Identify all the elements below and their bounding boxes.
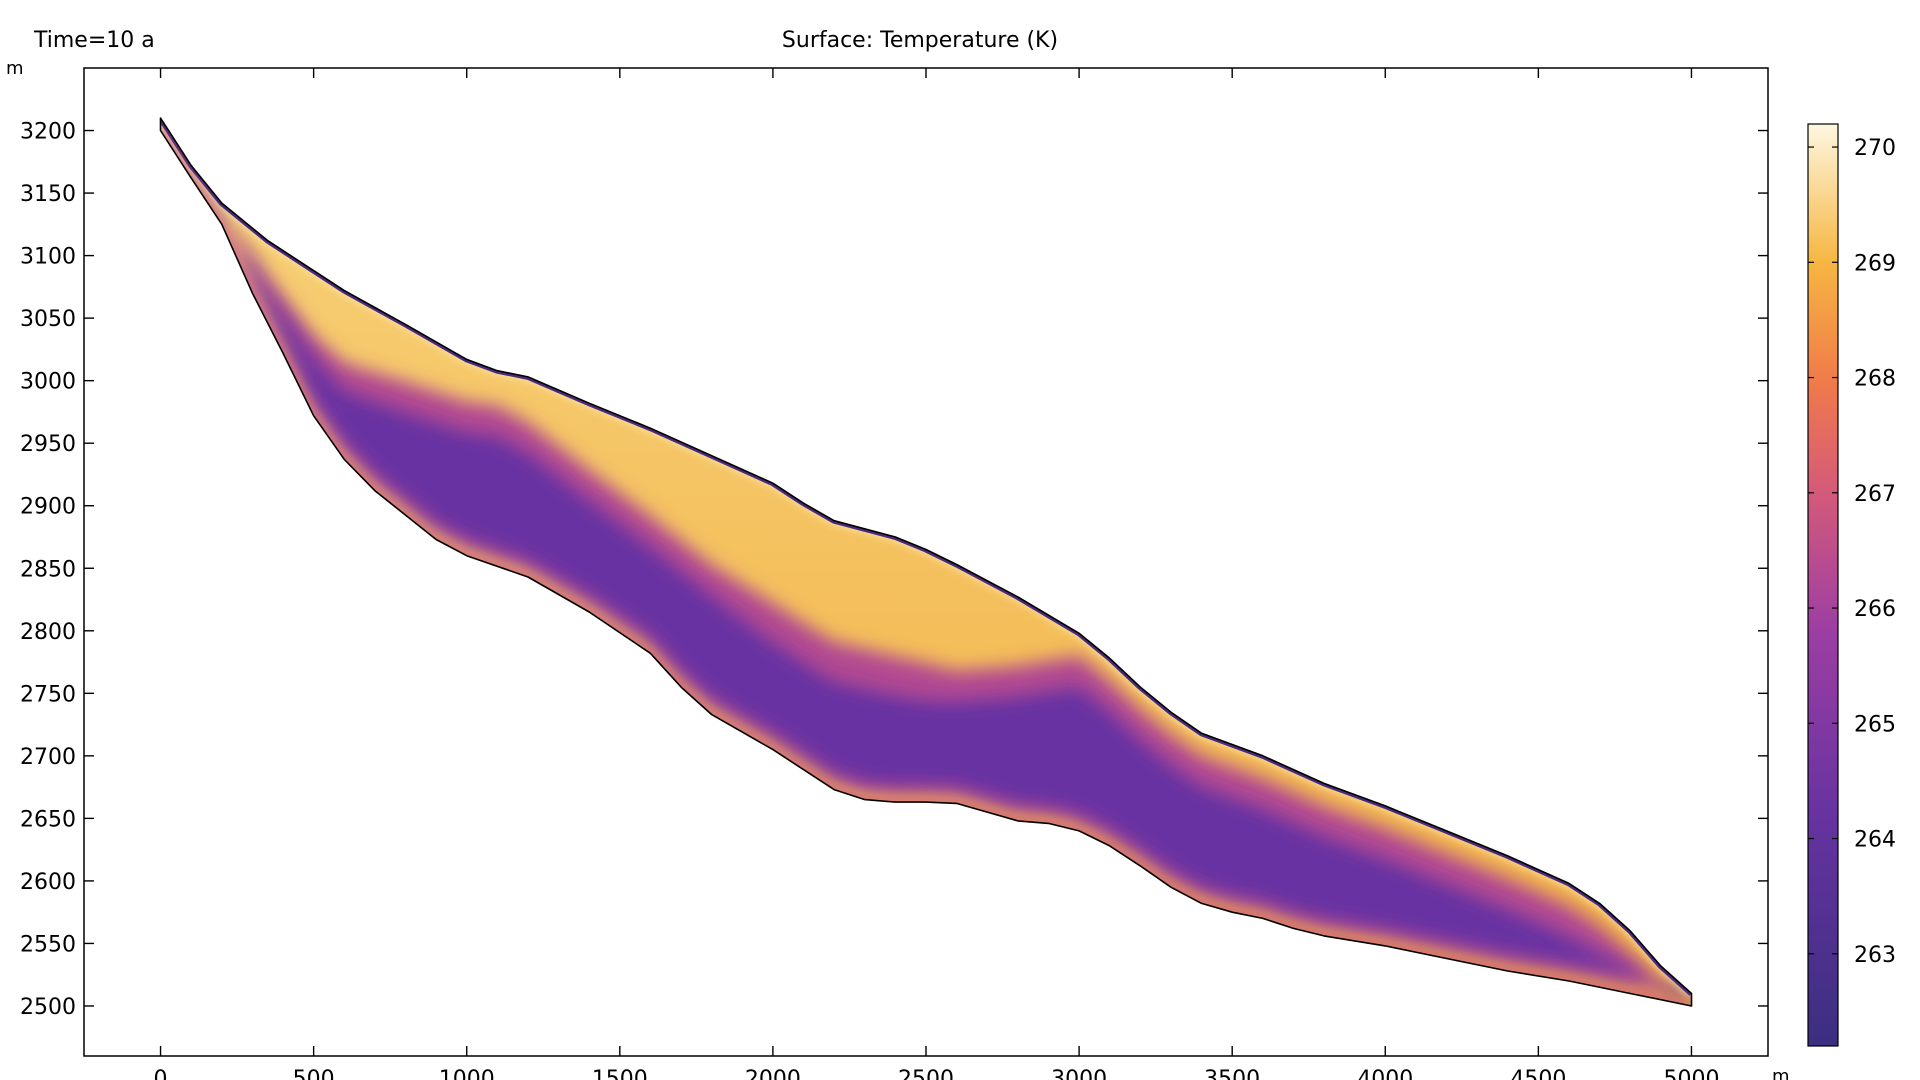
y-tick-label: 3050 (20, 307, 76, 332)
colorbar-tick-label: 269 (1854, 251, 1896, 276)
x-tick-label: 3000 (1051, 1067, 1107, 1080)
x-unit-label: m (1772, 1066, 1790, 1080)
x-tick-label: 4500 (1510, 1067, 1566, 1080)
glacier-outline (159, 117, 1693, 1007)
x-tick-label: 2500 (898, 1067, 954, 1080)
y-tick-label: 3100 (20, 245, 76, 270)
y-unit-label: m (6, 58, 24, 79)
colorbar-tick-label: 268 (1854, 367, 1896, 392)
glacier-fill (160, 118, 1692, 1006)
colorbar-tick-label: 270 (1854, 136, 1896, 161)
colorbar-tick-label: 266 (1854, 597, 1896, 622)
x-tick-label: 1000 (439, 1067, 495, 1080)
colorbar (1807, 123, 1839, 1047)
y-tick-label: 2550 (20, 932, 76, 957)
x-tick-label: 1500 (592, 1067, 648, 1080)
time-label: Time=10 a (34, 28, 155, 53)
y-tick-label: 2800 (20, 620, 76, 645)
x-tick-label: 5000 (1663, 1067, 1719, 1080)
x-tick-label: 2000 (745, 1067, 801, 1080)
y-tick-label: 2850 (20, 557, 76, 582)
y-tick-label: 2900 (20, 495, 76, 520)
transition-zone (160, 123, 1692, 1000)
plot-title: Surface: Temperature (K) (781, 28, 1059, 53)
x-tick-label: 3500 (1204, 1067, 1260, 1080)
colorbar-tick-label: 264 (1854, 828, 1896, 853)
colorbar-tick-label: 267 (1854, 482, 1896, 507)
y-tick-label: 2750 (20, 682, 76, 707)
x-tick-label: 0 (154, 1067, 168, 1080)
y-tick-label: 3200 (20, 120, 76, 145)
y-tick-label: 2500 (20, 995, 76, 1020)
y-tick-label: 3150 (20, 182, 76, 207)
y-tick-label: 2700 (20, 745, 76, 770)
y-tick-label: 2950 (20, 432, 76, 457)
x-tick-label: 500 (293, 1067, 335, 1080)
y-tick-label: 2600 (20, 870, 76, 895)
x-tick-label: 4000 (1357, 1067, 1413, 1080)
colorbar-tick-label: 263 (1854, 943, 1896, 968)
y-tick-label: 3000 (20, 370, 76, 395)
colorbar-tick-label: 265 (1854, 712, 1896, 737)
y-tick-label: 2650 (20, 807, 76, 832)
